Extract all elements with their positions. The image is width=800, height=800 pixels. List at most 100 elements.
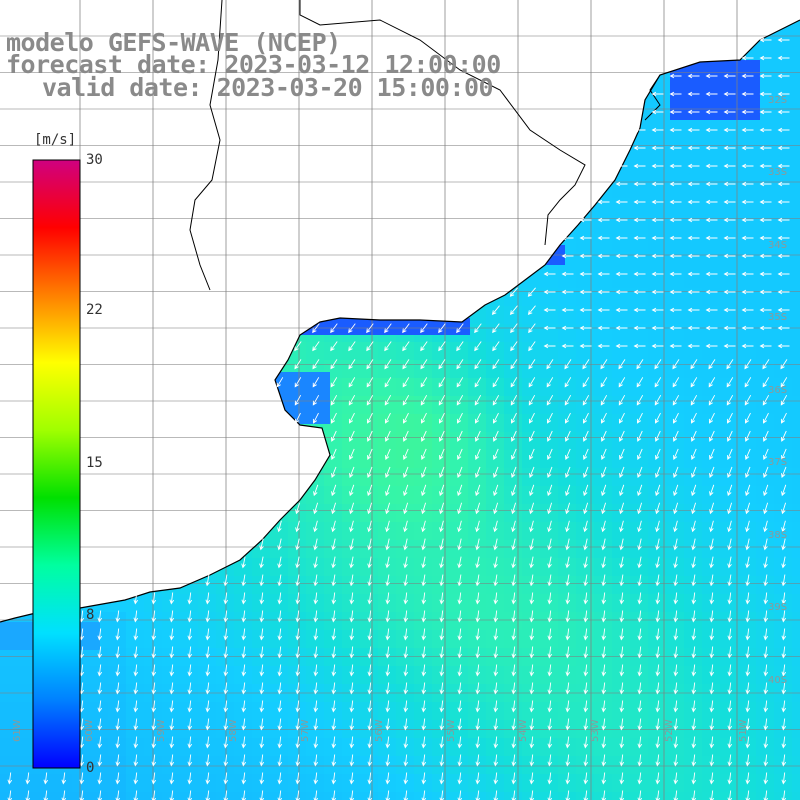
wind-arrow	[349, 556, 354, 569]
shade-cell	[792, 666, 800, 685]
wind-arrow	[331, 664, 337, 677]
shade-cell	[756, 108, 775, 127]
shade-cell	[342, 414, 361, 433]
wind-arrow	[636, 430, 643, 442]
shade-cell	[594, 486, 613, 505]
wind-arrow	[349, 484, 355, 497]
wind-arrow	[727, 646, 733, 659]
shade-cell	[486, 504, 505, 523]
wind-arrow	[312, 359, 320, 370]
wind-arrow	[741, 289, 754, 295]
shade-cell	[630, 144, 649, 163]
wind-arrow	[745, 628, 751, 641]
shade-cell	[648, 288, 667, 307]
wind-arrow	[709, 664, 715, 677]
wind-arrow	[133, 628, 139, 641]
shade-cell	[774, 324, 793, 343]
wind-arrow	[115, 682, 121, 695]
shade-cell	[792, 180, 800, 199]
wind-arrow	[601, 448, 607, 460]
wind-arrow	[511, 520, 516, 533]
shade-cell	[720, 504, 739, 523]
wind-arrow	[439, 754, 445, 767]
lon-label-60w: 60W	[84, 719, 95, 742]
wind-arrow	[745, 574, 750, 587]
shade-cell	[72, 792, 91, 800]
wind-arrow	[763, 448, 769, 460]
shade-cell	[648, 486, 667, 505]
wind-arrow	[294, 341, 302, 352]
wind-arrow	[601, 538, 606, 551]
wind-arrow	[780, 377, 788, 388]
wind-arrow	[187, 610, 193, 623]
shade-cell	[720, 432, 739, 451]
shade-cell	[666, 234, 685, 253]
wind-arrow	[727, 448, 733, 460]
shade-cell	[774, 126, 793, 145]
wind-arrow	[492, 430, 499, 442]
shade-cell	[792, 486, 800, 505]
wind-arrow	[277, 556, 282, 569]
shade-cell	[342, 432, 361, 451]
shade-cell	[432, 450, 451, 469]
wind-arrow	[565, 646, 571, 659]
lon-label-55w: 55W	[446, 719, 457, 742]
wind-arrow	[723, 181, 736, 187]
wind-vectors	[7, 37, 790, 800]
shade-cell	[792, 90, 800, 109]
shade-cell	[684, 486, 703, 505]
shade-cell	[414, 504, 433, 523]
shade-cell	[306, 342, 325, 361]
colorbar-tick-15: 15	[86, 455, 103, 471]
wind-arrow	[619, 646, 625, 659]
wind-arrow	[781, 574, 786, 587]
wind-arrow	[759, 55, 772, 61]
shade-cell	[522, 486, 541, 505]
wind-arrow	[205, 682, 211, 695]
shade-cell	[558, 504, 577, 523]
wind-arrow	[169, 682, 175, 695]
wind-arrow	[547, 520, 552, 533]
wind-arrow	[403, 538, 408, 551]
wind-arrow	[777, 235, 790, 241]
lon-label-61w: 61W	[12, 719, 23, 742]
shade-cell	[504, 414, 523, 433]
wind-arrow	[565, 484, 571, 497]
wind-arrow	[457, 772, 463, 785]
wind-arrow	[633, 289, 646, 295]
wind-arrow	[331, 556, 336, 569]
shade-cell	[630, 252, 649, 271]
wind-arrow	[781, 700, 787, 713]
shade-cell	[558, 792, 577, 800]
wind-arrow	[475, 664, 481, 677]
wind-arrow	[277, 574, 282, 587]
shade-cell	[738, 792, 757, 800]
wind-arrow	[705, 217, 718, 223]
wind-arrow	[511, 448, 517, 460]
wind-arrow	[403, 466, 409, 478]
wind-arrow	[583, 484, 589, 497]
wind-arrow	[579, 289, 592, 295]
wind-arrow	[529, 754, 535, 767]
wind-arrow	[618, 394, 626, 406]
wind-arrow	[349, 700, 355, 713]
wind-arrow	[169, 646, 175, 659]
wind-arrow	[366, 359, 374, 370]
wind-arrow	[223, 772, 229, 785]
wind-arrow	[618, 359, 626, 370]
wind-arrow	[115, 628, 121, 641]
wind-arrow	[705, 163, 718, 169]
shade-cell	[774, 468, 793, 487]
wind-arrow	[241, 628, 247, 641]
wind-arrow	[583, 736, 589, 749]
wind-arrow	[583, 610, 589, 623]
shade-cell	[612, 396, 631, 415]
wind-arrow	[313, 538, 318, 551]
shade-cell	[630, 504, 649, 523]
shade-cell	[576, 396, 595, 415]
wind-arrow	[313, 628, 319, 641]
wind-arrow	[492, 323, 500, 334]
wind-arrow	[349, 502, 355, 515]
wind-arrow	[705, 109, 718, 115]
wind-arrow	[651, 271, 664, 277]
